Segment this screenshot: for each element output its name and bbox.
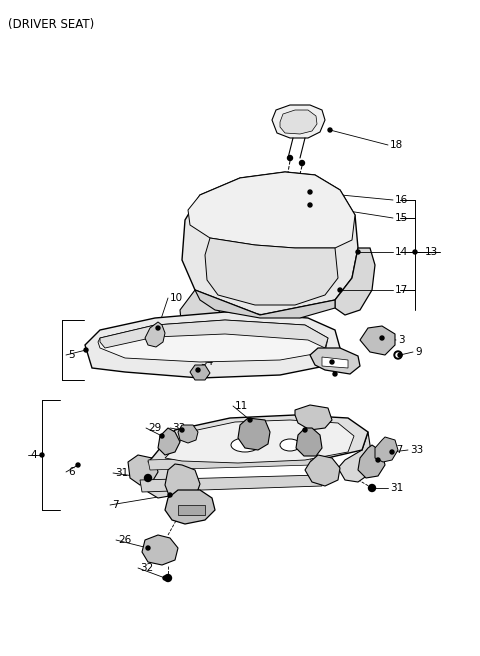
- Circle shape: [180, 428, 184, 432]
- Polygon shape: [205, 238, 338, 305]
- Text: 27: 27: [390, 445, 403, 455]
- Text: 17: 17: [395, 285, 408, 295]
- Text: 26: 26: [118, 535, 131, 545]
- Circle shape: [413, 250, 417, 254]
- Text: 11: 11: [235, 401, 248, 411]
- Circle shape: [84, 348, 88, 352]
- Circle shape: [156, 326, 160, 330]
- Text: 14: 14: [395, 247, 408, 257]
- Polygon shape: [338, 432, 372, 482]
- Polygon shape: [85, 312, 340, 378]
- Text: 16: 16: [395, 195, 408, 205]
- Circle shape: [394, 351, 402, 359]
- Polygon shape: [178, 505, 205, 515]
- Polygon shape: [360, 326, 395, 355]
- Text: 9: 9: [415, 347, 421, 357]
- Text: 8: 8: [340, 353, 347, 363]
- Circle shape: [328, 128, 332, 132]
- Circle shape: [163, 576, 167, 580]
- Circle shape: [356, 250, 360, 254]
- Text: 31: 31: [390, 483, 403, 493]
- Text: 13: 13: [425, 247, 438, 257]
- Circle shape: [196, 368, 200, 372]
- Circle shape: [146, 546, 150, 550]
- Polygon shape: [100, 320, 328, 348]
- Polygon shape: [128, 455, 158, 485]
- Circle shape: [338, 288, 342, 292]
- Circle shape: [168, 493, 172, 497]
- Circle shape: [160, 434, 164, 438]
- Polygon shape: [296, 428, 322, 456]
- Text: 31: 31: [115, 468, 128, 478]
- Circle shape: [376, 458, 380, 462]
- Text: (DRIVER SEAT): (DRIVER SEAT): [8, 18, 94, 31]
- Ellipse shape: [231, 438, 259, 452]
- Polygon shape: [358, 445, 385, 478]
- Polygon shape: [322, 357, 348, 368]
- Ellipse shape: [280, 439, 300, 451]
- Circle shape: [144, 474, 152, 482]
- Circle shape: [248, 418, 252, 422]
- Polygon shape: [375, 437, 398, 462]
- Polygon shape: [305, 455, 340, 486]
- Circle shape: [146, 476, 150, 480]
- Polygon shape: [272, 105, 325, 138]
- Polygon shape: [142, 535, 178, 565]
- Circle shape: [380, 336, 384, 340]
- Circle shape: [303, 428, 307, 432]
- Polygon shape: [180, 290, 225, 340]
- Polygon shape: [182, 172, 358, 315]
- Circle shape: [165, 575, 171, 581]
- Polygon shape: [335, 248, 375, 315]
- Text: 33: 33: [410, 445, 423, 455]
- Text: 12: 12: [295, 413, 308, 423]
- Polygon shape: [148, 455, 312, 470]
- Polygon shape: [280, 110, 317, 134]
- Polygon shape: [188, 172, 355, 248]
- Polygon shape: [165, 464, 200, 502]
- Polygon shape: [195, 290, 335, 318]
- Polygon shape: [145, 458, 180, 498]
- Polygon shape: [165, 420, 354, 463]
- Circle shape: [76, 463, 80, 467]
- Text: 7: 7: [112, 500, 119, 510]
- Polygon shape: [145, 322, 165, 347]
- Polygon shape: [165, 490, 215, 524]
- Text: 10: 10: [170, 293, 183, 303]
- Polygon shape: [238, 418, 270, 450]
- Text: 5: 5: [68, 350, 74, 360]
- Polygon shape: [310, 348, 360, 374]
- Polygon shape: [295, 405, 332, 430]
- Circle shape: [330, 360, 334, 364]
- Text: 3: 3: [398, 335, 405, 345]
- Text: 15: 15: [395, 213, 408, 223]
- Circle shape: [390, 450, 394, 454]
- Text: 6: 6: [68, 467, 74, 477]
- Circle shape: [40, 453, 44, 457]
- Polygon shape: [190, 365, 210, 380]
- Polygon shape: [140, 475, 322, 492]
- Circle shape: [396, 353, 400, 357]
- Text: 34: 34: [200, 357, 213, 367]
- Polygon shape: [178, 425, 198, 443]
- Circle shape: [398, 353, 402, 357]
- Circle shape: [300, 161, 304, 165]
- Text: 33: 33: [172, 423, 185, 433]
- Text: 29: 29: [148, 423, 161, 433]
- Circle shape: [333, 372, 337, 376]
- Polygon shape: [148, 415, 368, 466]
- Circle shape: [308, 190, 312, 194]
- Polygon shape: [98, 320, 328, 362]
- Circle shape: [308, 203, 312, 207]
- Text: 18: 18: [390, 140, 403, 150]
- Circle shape: [370, 486, 374, 490]
- Polygon shape: [158, 428, 180, 455]
- Text: 32: 32: [140, 563, 153, 573]
- Circle shape: [288, 155, 292, 161]
- Circle shape: [369, 485, 375, 491]
- Text: 4: 4: [30, 450, 36, 460]
